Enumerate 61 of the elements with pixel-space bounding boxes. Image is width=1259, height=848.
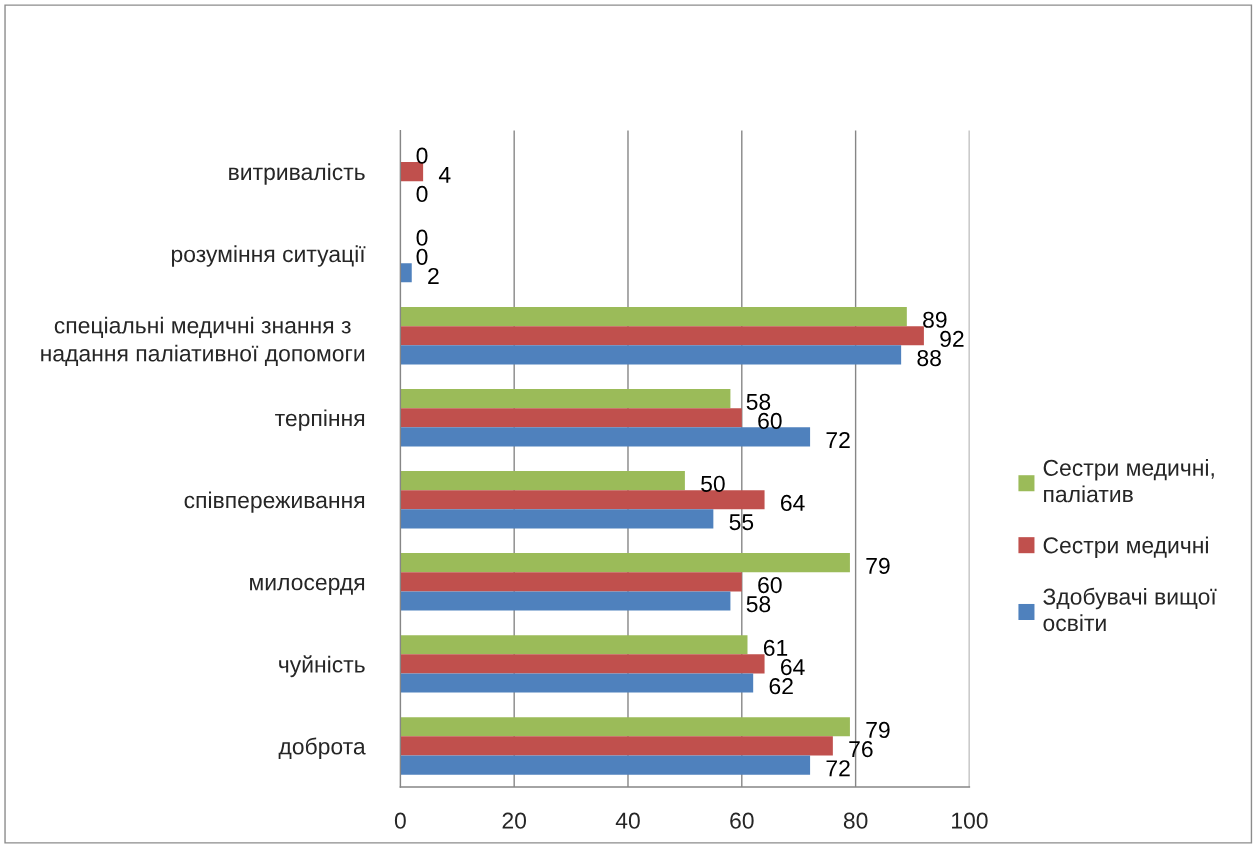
data-label: 58 <box>746 393 771 410</box>
bar <box>400 673 754 693</box>
bar <box>400 162 424 182</box>
data-label: 55 <box>729 514 754 531</box>
data-label: 0 <box>416 248 428 265</box>
data-label: 4 <box>438 166 451 183</box>
bar <box>400 755 811 775</box>
data-label: 62 <box>769 678 793 695</box>
data-label: 79 <box>866 721 890 739</box>
data-label: 92 <box>940 330 964 348</box>
data-label: 89 <box>923 311 947 328</box>
bar <box>400 553 850 573</box>
data-label: 0 <box>416 229 428 246</box>
bar <box>400 345 902 365</box>
y-tick-label: спеціальні медичні знання з надання паліативної допомоги <box>41 316 365 366</box>
data-label: 72 <box>826 760 850 777</box>
data-label: 50 <box>701 475 725 492</box>
bar <box>400 509 714 529</box>
x-tick-label: 80 <box>843 812 868 829</box>
legend-label: Сестри медичні, паліатив <box>1043 459 1214 503</box>
bar <box>400 427 811 447</box>
y-tick-label: милосердя <box>250 577 365 595</box>
data-label: 64 <box>781 494 805 512</box>
y-tick-label: розуміння ситуації <box>171 245 366 267</box>
x-tick-label: 40 <box>615 812 640 829</box>
y-tick-label: витривалість <box>229 163 365 185</box>
y-tick-label: доброта <box>278 737 366 760</box>
bar <box>400 389 731 409</box>
x-tick-label: 100 <box>952 812 988 829</box>
x-tick-label: 20 <box>502 812 527 829</box>
data-label: 61 <box>763 639 788 657</box>
data-label: 64 <box>781 658 805 676</box>
data-label: 88 <box>917 349 941 367</box>
bar <box>400 471 685 491</box>
x-tick-label: 60 <box>730 812 754 829</box>
bar <box>400 326 924 346</box>
bar <box>400 572 742 592</box>
bar <box>400 635 748 655</box>
data-label: 76 <box>849 741 873 758</box>
x-tick-label: 0 <box>394 812 406 829</box>
y-tick-label: чуйність <box>279 655 365 678</box>
data-label: 60 <box>758 412 782 430</box>
data-label: 72 <box>826 431 850 448</box>
bar <box>400 736 833 756</box>
data-label: 58 <box>746 596 771 613</box>
data-label: 0 <box>416 147 428 164</box>
bar <box>400 263 412 283</box>
bar <box>400 591 731 611</box>
bar <box>400 654 765 674</box>
data-label: 60 <box>758 576 782 594</box>
y-tick-label: співпереживання <box>184 491 365 513</box>
bar <box>400 306 907 327</box>
data-label: 79 <box>866 557 890 574</box>
data-label: 2 <box>428 267 439 284</box>
legend-label: Сестри медичні <box>1043 536 1208 558</box>
legend-label: Здобувачі вищої освіти <box>1043 587 1217 632</box>
data-label: 0 <box>416 185 428 203</box>
bar <box>400 490 765 510</box>
bar <box>400 717 850 737</box>
y-tick-label: терпіння <box>275 409 365 431</box>
bar <box>400 408 742 428</box>
